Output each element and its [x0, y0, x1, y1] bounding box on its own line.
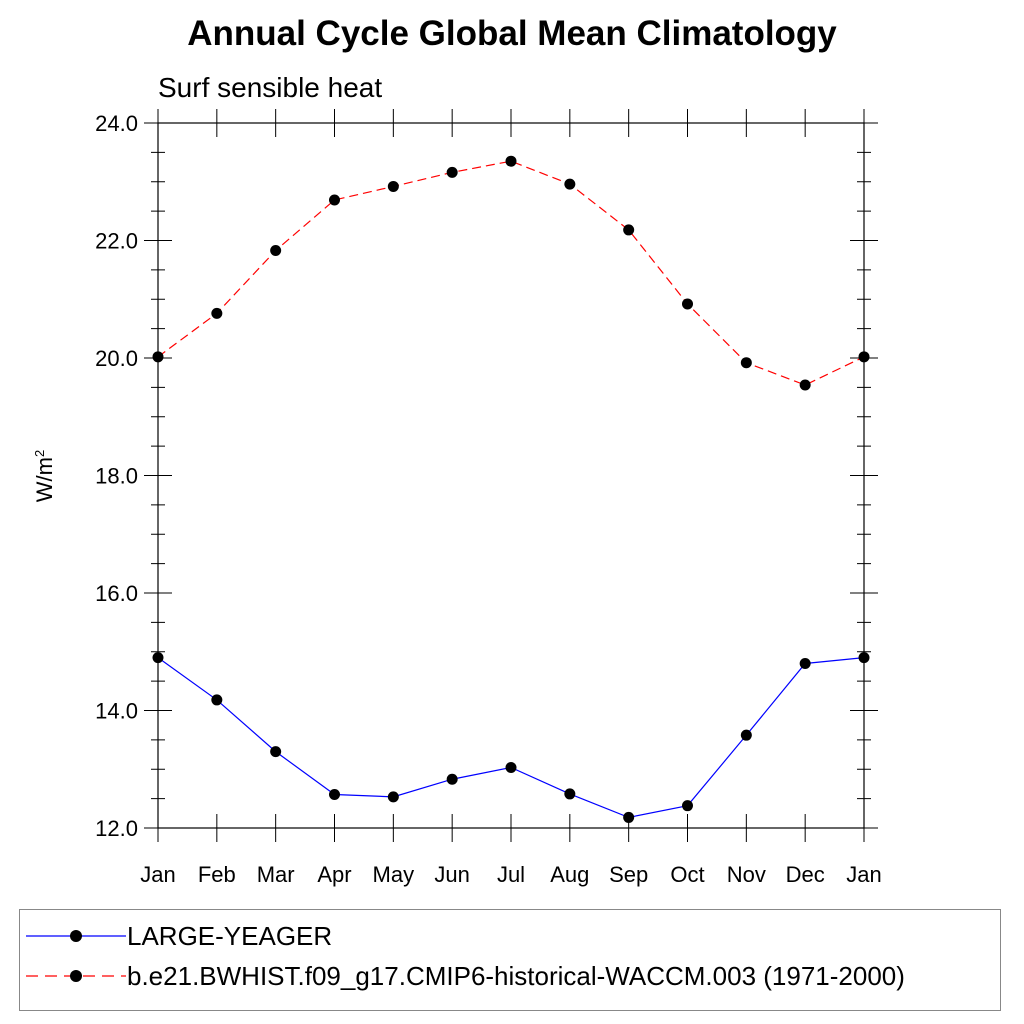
y-tick-label: 18.0 — [95, 464, 138, 489]
x-tick-label: Oct — [670, 862, 704, 887]
data-point-series-1 — [740, 729, 752, 741]
data-point-series-2 — [623, 224, 635, 236]
x-tick-label: Aug — [550, 862, 589, 887]
data-point-series-2 — [270, 244, 282, 256]
data-point-series-2 — [329, 194, 340, 206]
data-point-series-1 — [682, 800, 693, 812]
y-axis-label: W/m2 — [32, 450, 57, 502]
series-line-1 — [157, 657, 865, 819]
data-point-series-1 — [799, 658, 811, 669]
data-point-series-2 — [152, 351, 164, 363]
data-point-series-2 — [446, 166, 458, 178]
y-tick-label: 12.0 — [95, 816, 138, 841]
data-point-series-2 — [387, 180, 399, 192]
data-point-series-1 — [858, 652, 870, 664]
data-point-series-1 — [564, 788, 576, 800]
series-line-2 — [157, 160, 865, 386]
chart-title: Annual Cycle Global Mean Climatology — [187, 14, 837, 53]
y-tick-label: 24.0 — [95, 111, 138, 136]
data-point-series-1 — [152, 652, 164, 664]
data-point-series-1 — [505, 761, 517, 773]
y-tick-label: 22.0 — [95, 229, 138, 254]
x-tick-label: Jun — [434, 862, 469, 887]
x-tick-label: Nov — [727, 862, 766, 887]
data-point-series-2 — [211, 307, 223, 319]
data-point-series-1 — [387, 791, 399, 803]
y-tick-label: 16.0 — [95, 581, 138, 606]
y-tick-label: 20.0 — [95, 346, 138, 371]
data-point-series-2 — [740, 357, 752, 369]
data-point-series-1 — [623, 811, 635, 823]
y-tick-label: 14.0 — [95, 699, 138, 724]
x-tick-label: Apr — [317, 862, 351, 887]
legend-box — [19, 909, 1001, 1011]
x-tick-label: Jan — [140, 862, 175, 887]
x-tick-label: Mar — [257, 862, 295, 887]
data-point-series-1 — [329, 789, 340, 801]
data-point-series-2 — [505, 155, 517, 167]
data-point-series-2 — [799, 379, 811, 391]
plot-frame — [157, 122, 865, 829]
x-tick-label: Sep — [609, 862, 648, 887]
data-point-series-1 — [446, 773, 458, 785]
x-tick-label: Jan — [846, 862, 881, 887]
x-tick-label: Jul — [497, 862, 525, 887]
data-point-series-1 — [211, 694, 223, 706]
data-point-series-2 — [564, 178, 576, 190]
x-tick-label: Dec — [786, 862, 825, 887]
x-tick-label: Feb — [198, 862, 236, 887]
data-point-series-1 — [270, 746, 282, 758]
data-point-series-2 — [682, 298, 693, 310]
data-point-series-2 — [858, 351, 870, 363]
x-tick-label: May — [373, 862, 415, 887]
chart-subtitle: Surf sensible heat — [158, 72, 383, 103]
